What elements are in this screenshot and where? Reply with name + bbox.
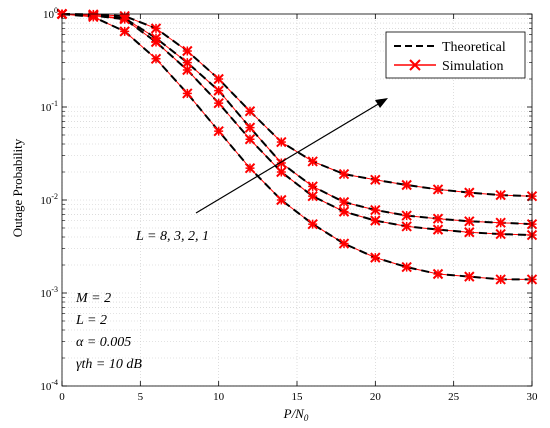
simulation-point: [307, 156, 318, 167]
simulation-point: [276, 166, 287, 178]
simulation-point: [244, 134, 256, 145]
simulation-point: [432, 184, 444, 195]
simulation-point: [276, 136, 287, 148]
legend-box: [385, 31, 526, 79]
annotation-arrow-head: [375, 98, 388, 108]
data-series: [56, 8, 538, 285]
x-tick-label: 0: [59, 391, 65, 403]
parameter-list: M = 2 L = 2 α = 0.005 γth = 10 dB: [75, 291, 142, 372]
annotation-arrow-line: [195, 102, 381, 214]
simulation-point: [213, 85, 224, 96]
y-tick-label: 100: [43, 6, 58, 21]
simulation-point: [401, 261, 412, 273]
simulation-point: [150, 36, 162, 48]
y-tick-label: 10-2: [40, 192, 58, 207]
simulation-point: [244, 106, 256, 117]
x-tick-label: 30: [527, 391, 539, 403]
simulation-point: [338, 196, 350, 208]
legend-simulation-label: Simulation: [442, 59, 503, 74]
simulation-point: [307, 181, 318, 192]
annotation-text: L = 8, 3, 2, 1: [135, 229, 209, 244]
simulation-point: [432, 224, 444, 235]
simulation-point: [244, 122, 256, 133]
simulation-point: [182, 88, 193, 99]
simulation-point: [370, 204, 381, 216]
simulation-point: [213, 73, 224, 85]
simulation-point: [401, 221, 412, 232]
simulation-point: [213, 125, 224, 137]
param-gamma: γth = 10 dB: [76, 357, 142, 372]
simulation-point: [495, 217, 506, 228]
simulation-point: [401, 179, 412, 191]
simulation-point: [464, 271, 475, 282]
simulation-point: [119, 13, 130, 25]
theoretical-curve-1: [61, 13, 533, 226]
simulation-point: [464, 187, 475, 198]
annotation: L = 8, 3, 2, 1: [135, 98, 388, 244]
y-axis-label: Outage Probability: [10, 138, 25, 237]
simulation-point: [182, 45, 193, 57]
simulation-point: [119, 26, 130, 37]
y-tick-label: 10-1: [40, 99, 58, 114]
simulation-point: [370, 174, 381, 185]
legend-simulation-marker: [409, 59, 421, 71]
simulation-point: [182, 64, 193, 76]
grid-lines: [61, 14, 533, 387]
theoretical-curve-0: [61, 13, 533, 198]
simulation-point: [150, 53, 162, 64]
simulation-point: [432, 268, 444, 280]
param-alpha: α = 0.005: [76, 335, 131, 350]
simulation-point: [244, 162, 256, 174]
x-tick-label: 15: [292, 391, 304, 403]
axis-ticks: 0 5 10 15 20 25 30 100 10-1 10-2 10-3 10-4: [40, 6, 538, 403]
theoretical-curve-3: [61, 13, 532, 281]
simulation-point: [370, 215, 381, 226]
x-tick-label: 20: [370, 391, 382, 403]
simulation-point: [276, 194, 287, 206]
simulation-point: [432, 213, 444, 224]
simulation-point: [338, 206, 350, 217]
simulation-point: [370, 252, 381, 263]
param-l: L = 2: [75, 313, 107, 328]
simulation-point: [307, 190, 318, 202]
x-tick-label: 5: [138, 391, 144, 403]
simulation-point: [464, 227, 475, 238]
simulation-point: [464, 216, 475, 227]
theoretical-curve-2: [61, 13, 533, 236]
x-tick-label: 25: [448, 391, 460, 403]
simulation-point: [307, 218, 318, 230]
y-tick-label: 10-4: [40, 378, 58, 393]
simulation-point: [495, 189, 506, 201]
x-axis-label: P/N0: [283, 406, 309, 423]
simulation-point: [338, 168, 350, 180]
param-m: M = 2: [75, 291, 111, 306]
simulation-point: [495, 228, 506, 240]
simulation-point: [213, 97, 224, 109]
legend: Theoretical Simulation: [385, 31, 526, 79]
x-tick-label: 10: [213, 391, 225, 403]
y-tick-label: 10-3: [40, 285, 58, 300]
simulation-point: [495, 274, 506, 285]
simulation-point: [338, 238, 350, 249]
simulation-point: [401, 210, 412, 221]
simulation-point: [150, 23, 162, 34]
legend-theoretical-label: Theoretical: [442, 40, 506, 55]
